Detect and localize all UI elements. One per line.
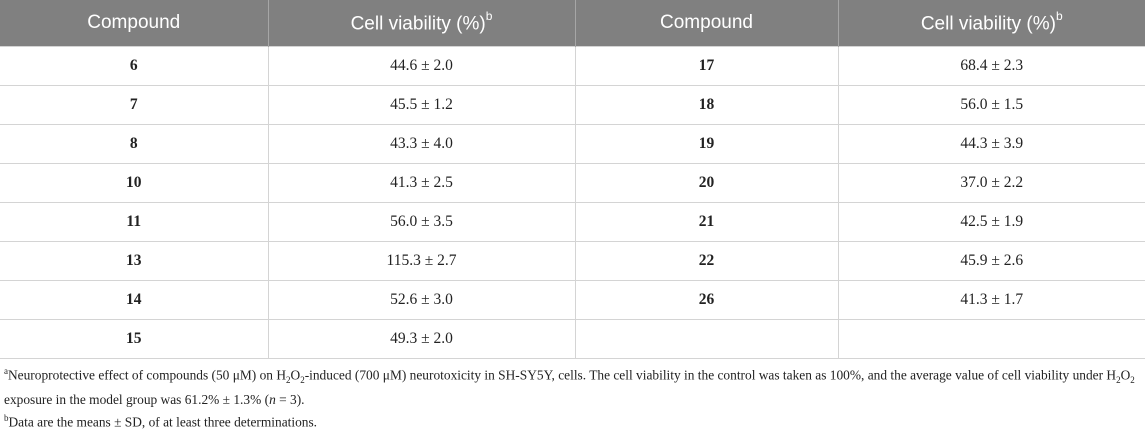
- viability-cell: 115.3 ± 2.7: [267, 241, 576, 281]
- viability-cell: 68.4 ± 2.3: [837, 46, 1145, 86]
- viability-cell: 52.6 ± 3.0: [267, 280, 576, 320]
- table-row: 14 52.6 ± 3.0 26 41.3 ± 1.7: [0, 280, 1145, 320]
- table-row: 13 115.3 ± 2.7 22 45.9 ± 2.6: [0, 241, 1145, 281]
- compound-cell: [574, 319, 839, 359]
- viability-cell: 44.3 ± 3.9: [837, 124, 1145, 164]
- table-header-row: Compound Cell viability (%)b Compound Ce…: [0, 0, 1145, 47]
- table-row: 8 43.3 ± 4.0 19 44.3 ± 3.9: [0, 124, 1145, 164]
- compound-cell: 17: [574, 46, 839, 86]
- viability-cell: 45.5 ± 1.2: [267, 85, 576, 125]
- compound-cell: 20: [574, 163, 839, 203]
- compound-cell: 13: [0, 241, 269, 281]
- compound-cell: 8: [0, 124, 269, 164]
- viability-cell: 56.0 ± 1.5: [837, 85, 1145, 125]
- table-row: 10 41.3 ± 2.5 20 37.0 ± 2.2: [0, 163, 1145, 203]
- viability-cell: [837, 319, 1145, 359]
- footnote-a: aNeuroprotective effect of compounds (50…: [4, 366, 1135, 408]
- viability-cell: 37.0 ± 2.2: [837, 163, 1145, 203]
- compound-cell: 10: [0, 163, 269, 203]
- compound-cell: 7: [0, 85, 269, 125]
- table-footnotes: aNeuroprotective effect of compounds (50…: [0, 359, 1145, 432]
- header-viability-1: Cell viability (%)b: [268, 0, 576, 47]
- viability-cell: 41.3 ± 2.5: [267, 163, 576, 203]
- footnote-b: bData are the means ± SD, of at least th…: [4, 413, 318, 430]
- compound-cell: 21: [574, 202, 839, 242]
- compound-cell: 11: [0, 202, 269, 242]
- compound-cell: 19: [574, 124, 839, 164]
- viability-cell: 45.9 ± 2.6: [837, 241, 1145, 281]
- header-viability-2: Cell viability (%)b: [920, 8, 1063, 35]
- table-row: 11 56.0 ± 3.5 21 42.5 ± 1.9: [0, 202, 1145, 242]
- header-compound-2: Compound: [575, 0, 839, 47]
- table-row: 6 44.6 ± 2.0 17 68.4 ± 2.3: [0, 46, 1145, 86]
- compound-cell: 15: [0, 319, 269, 359]
- compound-cell: 14: [0, 280, 269, 320]
- table-row: 7 45.5 ± 1.2 18 56.0 ± 1.5: [0, 85, 1145, 125]
- header-compound-1: Compound: [0, 0, 269, 47]
- viability-cell: 56.0 ± 3.5: [267, 202, 576, 242]
- compound-cell: 6: [0, 46, 269, 86]
- viability-cell: 44.6 ± 2.0: [267, 46, 576, 86]
- viability-cell: 43.3 ± 4.0: [267, 124, 576, 164]
- results-table: Compound Cell viability (%)b Compound Ce…: [0, 0, 1145, 359]
- viability-cell: 42.5 ± 1.9: [837, 202, 1145, 242]
- compound-cell: 18: [574, 85, 839, 125]
- compound-cell: 26: [574, 280, 839, 320]
- compound-cell: 22: [574, 241, 839, 281]
- viability-cell: 49.3 ± 2.0: [267, 319, 576, 359]
- table-row: 15 49.3 ± 2.0: [0, 319, 1145, 359]
- viability-cell: 41.3 ± 1.7: [837, 280, 1145, 320]
